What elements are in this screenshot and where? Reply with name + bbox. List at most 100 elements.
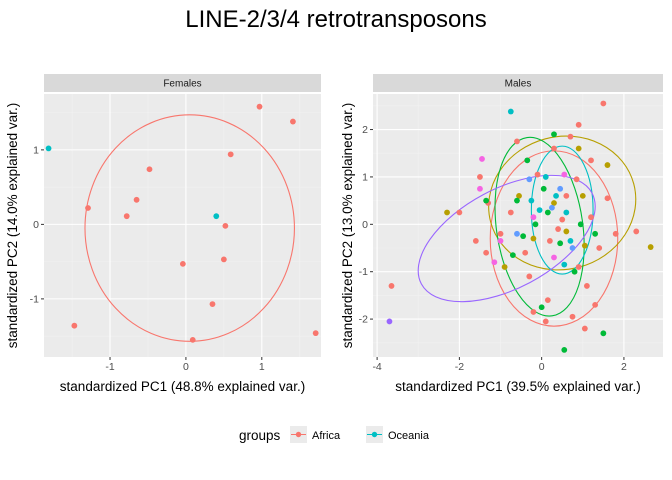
data-point	[71, 322, 78, 329]
data-point	[600, 330, 607, 337]
data-point	[522, 249, 529, 256]
confidence-ellipse	[417, 174, 596, 303]
data-point	[544, 209, 551, 216]
points	[386, 100, 654, 353]
y-tick-label: 0	[362, 219, 368, 231]
data-point	[569, 313, 576, 320]
data-point	[592, 301, 599, 308]
data-point	[563, 228, 570, 235]
x-tick-label: 0	[539, 361, 545, 373]
data-point	[551, 131, 557, 138]
data-point	[633, 228, 640, 235]
data-point	[561, 171, 568, 178]
data-point	[540, 185, 547, 192]
data-point	[222, 222, 229, 229]
facet-strip	[44, 74, 321, 92]
data-point	[575, 264, 582, 270]
data-point	[534, 171, 541, 178]
data-point	[573, 176, 580, 183]
data-point	[592, 230, 599, 237]
data-point	[477, 185, 483, 192]
legend-key-oceania	[366, 426, 383, 443]
data-point	[483, 249, 490, 256]
data-point	[514, 138, 520, 145]
figure-title: LINE-2/3/4 retrotransposons	[185, 6, 487, 33]
ellipses	[417, 135, 637, 327]
data-point	[85, 205, 91, 211]
panel-females: Females -1 0 1 -1 0 1 standardized PC1 (48.8% e…	[5, 74, 321, 394]
data-point	[501, 264, 508, 270]
data-point	[579, 192, 586, 199]
legend-label-africa: Africa	[312, 430, 341, 442]
data-point	[220, 256, 227, 263]
data-point	[227, 151, 234, 158]
data-point	[456, 209, 463, 216]
data-point	[497, 230, 504, 237]
data-point	[563, 192, 570, 199]
facet-label: Females	[163, 79, 201, 90]
x-axis-title: standardized PC1 (48.8% explained var.)	[60, 379, 305, 394]
data-point	[520, 233, 527, 240]
x-tick-label: -4	[372, 361, 381, 373]
data-point	[530, 235, 537, 242]
y-tick-label: -2	[359, 314, 368, 326]
data-point	[386, 318, 393, 325]
y-tick-label: -1	[30, 293, 39, 305]
y-tick-label: 0	[33, 219, 39, 231]
plot-background	[373, 94, 663, 357]
legend-title: groups	[239, 428, 281, 443]
data-point	[561, 261, 568, 268]
data-point	[604, 162, 611, 168]
data-point	[551, 200, 557, 206]
data-point	[530, 214, 537, 221]
data-point	[557, 185, 564, 192]
x-axis-title: standardized PC1 (39.5% explained var.)	[395, 379, 640, 394]
data-point	[530, 309, 537, 315]
data-point	[312, 330, 319, 337]
data-point	[571, 268, 578, 275]
data-point	[596, 245, 603, 251]
data-point	[575, 121, 582, 128]
data-point	[600, 100, 607, 107]
panel-males: Males -4 -2 0 2 -2 -1 0 1 2 standardized PC1 (39.5…	[340, 74, 663, 394]
data-point	[567, 133, 574, 140]
points	[45, 103, 319, 343]
x-tick-label: -2	[455, 361, 464, 373]
data-point	[588, 157, 594, 164]
data-point	[577, 221, 584, 228]
confidence-ellipse	[84, 114, 295, 342]
data-point	[444, 209, 450, 216]
data-point	[567, 238, 574, 244]
y-tick-label: 2	[362, 124, 368, 136]
data-point	[514, 230, 520, 237]
data-point	[213, 213, 220, 220]
data-point	[123, 213, 130, 220]
data-point	[588, 214, 594, 221]
y-tick-label: 1	[33, 144, 39, 156]
x-tick-label: 0	[183, 361, 189, 373]
data-point	[612, 230, 619, 237]
data-point	[647, 244, 654, 250]
legend-key-africa	[290, 426, 307, 443]
plot-background	[44, 94, 321, 357]
data-point	[604, 195, 611, 202]
data-point	[542, 318, 549, 325]
data-point	[584, 283, 590, 289]
ellipses	[84, 114, 295, 342]
data-point	[528, 197, 535, 204]
data-point	[536, 207, 543, 213]
data-point	[549, 204, 555, 211]
data-point	[575, 145, 582, 152]
data-point	[532, 221, 539, 228]
data-point	[388, 283, 395, 289]
data-point	[546, 238, 553, 244]
data-point	[189, 336, 196, 343]
data-point	[483, 197, 490, 204]
confidence-ellipse	[494, 136, 585, 317]
data-point	[479, 156, 485, 162]
data-point	[509, 252, 516, 259]
data-point	[538, 304, 545, 311]
data-point	[581, 325, 588, 332]
data-point	[507, 108, 514, 115]
data-point	[472, 238, 479, 244]
